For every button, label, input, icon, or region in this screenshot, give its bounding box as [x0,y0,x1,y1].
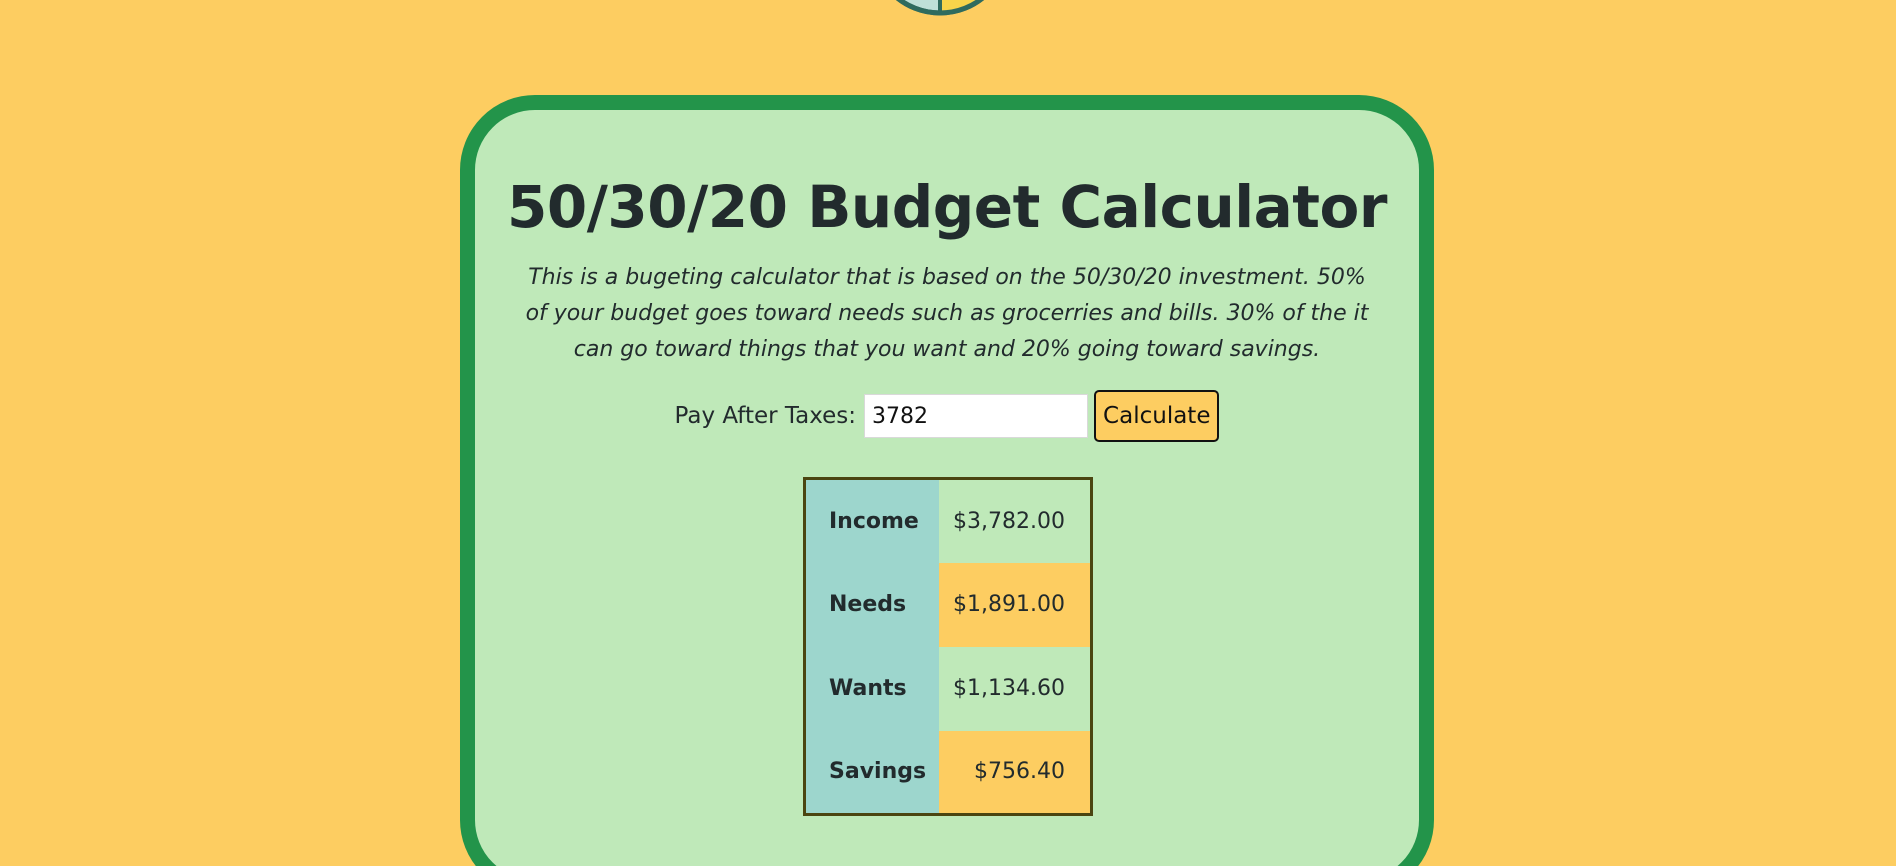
calculator-card: 50/30/20 Budget Calculator This is a bug… [460,95,1434,866]
table-row: Needs $1,891.00 [804,562,1092,647]
row-value-savings: $756.40 [938,730,1092,815]
row-value-needs: $1,891.00 [938,562,1092,647]
row-label-savings: Savings [804,730,939,815]
results-table: Income $3,782.00 Needs $1,891.00 Wants $… [803,477,1093,816]
table-row: Income $3,782.00 [804,478,1092,563]
pay-form: Pay After Taxes: Calculate [475,390,1419,442]
description: This is a bugeting calculator that is ba… [525,265,1369,362]
row-label-wants: Wants [804,646,939,731]
page-title: 50/30/20 Budget Calculator [507,173,1387,241]
pay-label: Pay After Taxes: [674,403,857,429]
row-value-wants: $1,134.60 [938,646,1092,731]
row-label-income: Income [804,478,939,563]
row-label-needs: Needs [804,562,939,647]
table-row: Savings $756.40 [804,730,1092,815]
pay-input[interactable] [864,394,1089,438]
row-value-income: $3,782.00 [938,478,1092,563]
table-row: Wants $1,134.60 [804,646,1092,731]
pie-logo-icon [895,0,985,16]
logo [850,0,1030,20]
calculate-button[interactable]: Calculate [1094,390,1220,442]
